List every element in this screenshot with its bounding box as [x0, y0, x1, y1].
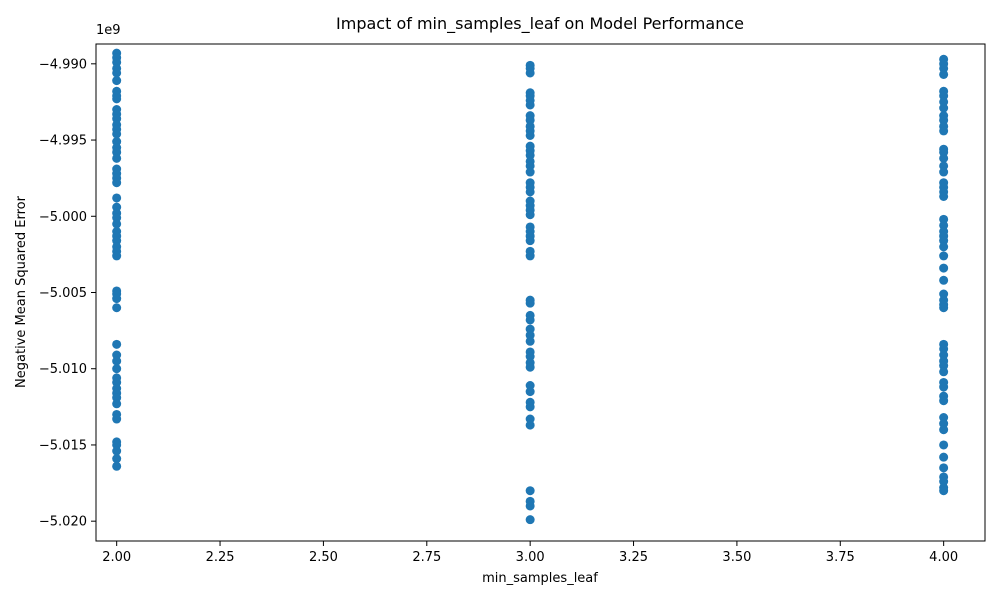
y-tick-label: −4.990	[39, 57, 87, 72]
data-point	[112, 339, 122, 349]
data-point	[525, 420, 535, 430]
data-point	[112, 251, 122, 261]
y-tick-label: −5.020	[39, 515, 87, 530]
data-point	[112, 294, 122, 304]
data-point	[939, 251, 949, 261]
data-point	[112, 364, 122, 374]
y-axis: −4.990 −4.995 −5.000 −5.005 −5.010 −5.015 −5.0…	[39, 57, 96, 530]
data-point	[525, 130, 535, 140]
data-point	[939, 382, 949, 392]
data-point	[939, 69, 949, 79]
data-point	[525, 298, 535, 308]
data-point	[112, 414, 122, 424]
x-axis-label: min_samples_leaf	[482, 571, 598, 586]
y-axis-label: Negative Mean Squared Error	[14, 195, 29, 388]
x-tick-label: 3.25	[619, 550, 648, 565]
data-point	[112, 454, 122, 464]
y-tick-label: −5.005	[39, 286, 87, 301]
data-point	[525, 501, 535, 511]
data-point	[939, 126, 949, 136]
y-axis-offset-label: 1e9	[96, 23, 121, 38]
data-point	[112, 68, 122, 78]
data-point	[525, 402, 535, 412]
data-point	[112, 303, 122, 313]
data-point	[112, 446, 122, 456]
x-tick-label: 2.75	[412, 550, 441, 565]
y-tick-label: −5.015	[39, 438, 87, 453]
data-point	[525, 210, 535, 220]
data-point	[939, 440, 949, 450]
data-point	[939, 153, 949, 163]
data-point	[525, 251, 535, 261]
data-point	[112, 76, 122, 86]
y-tick-label: −5.010	[39, 362, 87, 377]
data-point	[112, 193, 122, 203]
x-tick-label: 3.00	[516, 550, 545, 565]
data-point	[525, 315, 535, 325]
data-point	[939, 242, 949, 252]
data-point	[525, 362, 535, 372]
data-point	[939, 396, 949, 406]
data-point	[939, 425, 949, 435]
data-point	[939, 463, 949, 473]
data-point	[112, 461, 122, 471]
x-tick-label: 3.75	[826, 550, 855, 565]
data-point	[525, 167, 535, 177]
data-point	[525, 336, 535, 346]
data-point	[112, 94, 122, 104]
data-point	[939, 275, 949, 285]
data-point	[939, 486, 949, 496]
data-point	[525, 515, 535, 525]
data-point	[939, 263, 949, 273]
data-point	[939, 103, 949, 113]
data-point	[525, 187, 535, 197]
data-point	[112, 399, 122, 409]
data-point	[939, 303, 949, 313]
points-layer	[112, 48, 949, 525]
data-point	[525, 68, 535, 78]
data-point	[112, 356, 122, 366]
data-point	[939, 167, 949, 177]
x-tick-label: 2.00	[102, 550, 131, 565]
data-point	[939, 452, 949, 462]
data-point	[939, 367, 949, 377]
data-point	[112, 178, 122, 188]
data-point	[525, 100, 535, 110]
data-point	[525, 387, 535, 397]
data-point	[525, 236, 535, 246]
y-tick-label: −5.000	[39, 210, 87, 225]
x-tick-label: 2.25	[206, 550, 235, 565]
x-axis: 2.00 2.25 2.50 2.75 3.00 3.25 3.50 3.75 4.00	[102, 541, 958, 565]
x-tick-label: 3.50	[722, 550, 751, 565]
chart-title: Impact of min_samples_leaf on Model Perf…	[336, 14, 744, 34]
data-point	[939, 191, 949, 201]
x-tick-label: 2.50	[309, 550, 338, 565]
y-tick-label: −4.995	[39, 134, 87, 149]
data-point	[112, 153, 122, 163]
data-point	[525, 486, 535, 496]
x-tick-label: 4.00	[929, 550, 958, 565]
data-point	[112, 129, 122, 139]
data-point	[112, 219, 122, 229]
